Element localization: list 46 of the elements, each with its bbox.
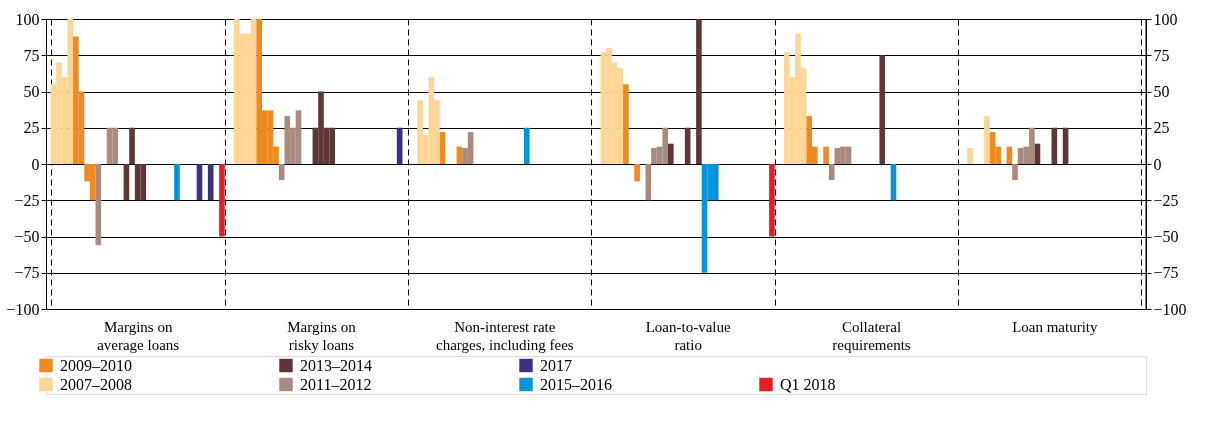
y-tick-label: 25 — [23, 119, 40, 137]
bar — [174, 164, 180, 201]
bar — [623, 84, 629, 164]
bar — [668, 143, 674, 164]
y-tick-label: −50 — [14, 228, 40, 245]
y2-tick-label: −25 — [1153, 191, 1179, 209]
legend-label: 2009–2010 — [60, 356, 132, 374]
y2-tick-label: −50 — [1153, 228, 1179, 245]
legend-label: 2017 — [540, 356, 572, 374]
y2-tick-label: 25 — [1153, 119, 1170, 137]
bar — [1012, 164, 1018, 180]
y2-tick-label: 100 — [1153, 10, 1178, 28]
y-tick-label: −100 — [6, 300, 40, 318]
x-tick-label: Loan maturity — [1012, 318, 1099, 335]
bar — [129, 127, 135, 164]
x-tick-label: Margins on risky loans — [287, 318, 357, 353]
x-tick-label: Margins on average loans — [97, 318, 180, 353]
bar — [634, 164, 640, 182]
y2-tick-label: 50 — [1153, 83, 1170, 100]
y2-tick-label: 75 — [1153, 46, 1170, 64]
legend-label: 2013–2014 — [300, 356, 372, 374]
y2-tick-label: −75 — [1153, 264, 1179, 282]
bar — [524, 127, 530, 164]
x-tick-label: Collateral requirements — [832, 318, 911, 353]
y-tick-label: 75 — [23, 46, 40, 64]
legend-label: 2007–2008 — [60, 375, 132, 393]
bar — [879, 55, 886, 164]
y-tick-label: −75 — [14, 264, 40, 282]
y-tick-label: 50 — [23, 83, 40, 100]
x-tick-label: Loan-to-value ratio — [645, 318, 731, 353]
legend-label: 2015–2016 — [540, 375, 612, 393]
bar — [219, 164, 225, 237]
bar — [984, 116, 990, 164]
bar — [696, 19, 702, 164]
y-tick-label: 0 — [31, 155, 40, 173]
y-tick-label: −25 — [14, 191, 40, 209]
legend-label: 2011–2012 — [300, 375, 372, 393]
legend-label: Q1 2018 — [780, 375, 836, 393]
x-tick-label: Non-interest rate charges, including fees — [436, 318, 574, 353]
y2-tick-label: −100 — [1153, 300, 1187, 318]
y-tick-label: 100 — [15, 10, 40, 28]
bar — [207, 164, 214, 201]
bar — [769, 164, 775, 237]
y2-tick-label: 0 — [1153, 155, 1162, 173]
bar — [823, 146, 829, 164]
bar — [967, 148, 973, 164]
